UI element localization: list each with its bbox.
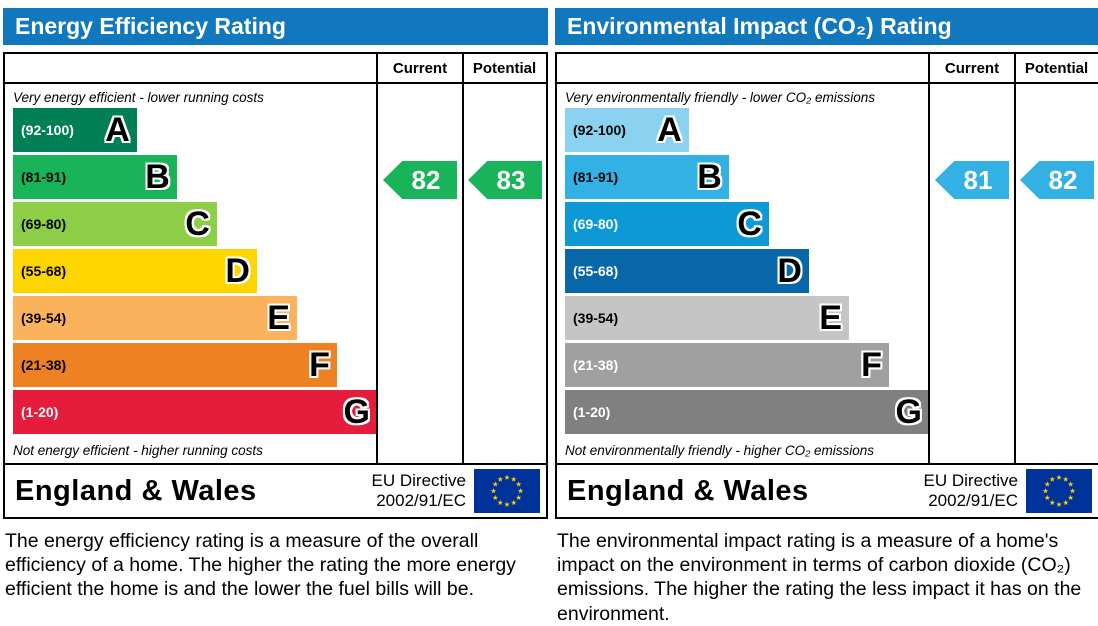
band-letter: D xyxy=(225,252,250,290)
column-divider xyxy=(376,54,378,463)
column-divider xyxy=(928,54,930,463)
header-spacer xyxy=(5,54,377,82)
band-letter: C xyxy=(185,205,210,243)
band-letter: G xyxy=(343,393,370,431)
band-range: (81-91) xyxy=(573,169,619,185)
band-list: (92-100) A (81-91) B (69-80) C xyxy=(5,108,377,437)
band-bar-a: (92-100) A xyxy=(565,108,689,152)
column-header-row: Current Potential xyxy=(557,54,1098,84)
region-label: England & Wales xyxy=(567,474,809,507)
band-range: (1-20) xyxy=(21,404,59,420)
potential-rating-arrow: 82 xyxy=(1020,161,1094,199)
band-range: (81-91) xyxy=(21,169,67,185)
potential-rating-arrow: 83 xyxy=(468,161,542,199)
band-range: (39-54) xyxy=(573,310,619,326)
band-range: (1-20) xyxy=(573,404,611,420)
band-range: (21-38) xyxy=(21,357,67,373)
environmental-description: The environmental impact rating is a mea… xyxy=(557,530,1082,625)
band-bar-g: (1-20) G xyxy=(565,390,929,434)
band-bar-b: (81-91) B xyxy=(13,155,177,199)
panel-energy-efficiency: Energy Efficiency Rating Current Potenti… xyxy=(3,8,548,626)
band-letter: A xyxy=(657,111,682,149)
chart-footer: England & Wales EU Directive 2002/91/EC xyxy=(555,465,1098,519)
band-row-b: (81-91) B xyxy=(565,155,929,202)
current-rating-value: 82 xyxy=(411,164,441,195)
band-range: (69-80) xyxy=(573,216,619,232)
column-header-current: Current xyxy=(392,59,448,77)
band-row-a: (92-100) A xyxy=(13,108,377,155)
band-row-g: (1-20) G xyxy=(13,390,377,437)
band-row-e: (39-54) E xyxy=(565,296,929,343)
band-row-d: (55-68) D xyxy=(13,249,377,296)
column-header-potential: Potential xyxy=(472,59,537,77)
band-range: (92-100) xyxy=(21,122,74,138)
top-caption: Very energy efficient - lower running co… xyxy=(13,90,264,105)
current-rating-value: 81 xyxy=(963,164,993,195)
band-bar-g: (1-20) G xyxy=(13,390,377,434)
band-row-d: (55-68) D xyxy=(565,249,929,296)
band-letter: C xyxy=(737,205,762,243)
band-row-f: (21-38) F xyxy=(565,343,929,390)
band-letter: D xyxy=(777,252,802,290)
band-row-c: (69-80) C xyxy=(565,202,929,249)
band-bar-c: (69-80) C xyxy=(13,202,217,246)
current-rating-arrow: 81 xyxy=(935,161,1009,199)
band-list: (92-100) A (81-91) B (69-80) C xyxy=(557,108,929,437)
top-caption: Very environmentally friendly - lower CO… xyxy=(565,90,875,105)
eu-flag-icon xyxy=(474,469,540,513)
environmental-chart-area: Current Potential Very environmentally f… xyxy=(555,52,1098,465)
band-row-f: (21-38) F xyxy=(13,343,377,390)
band-bar-b: (81-91) B xyxy=(565,155,729,199)
band-letter: G xyxy=(895,393,922,431)
eu-flag-icon xyxy=(1026,469,1092,513)
band-range: (92-100) xyxy=(573,122,626,138)
band-range: (21-38) xyxy=(573,357,619,373)
band-range: (55-68) xyxy=(21,263,67,279)
bottom-caption: Not environmentally friendly - higher CO… xyxy=(565,443,875,458)
band-letter: F xyxy=(309,346,330,384)
eu-directive-label: EU Directive 2002/91/EC xyxy=(923,471,1018,510)
band-letter: A xyxy=(105,111,130,149)
column-divider xyxy=(1014,54,1016,463)
panel-environmental-impact: Environmental Impact (CO₂) Rating Curren… xyxy=(555,8,1098,626)
band-bar-a: (92-100) A xyxy=(13,108,137,152)
potential-rating-value: 83 xyxy=(496,164,526,195)
band-row-b: (81-91) B xyxy=(13,155,377,202)
band-bar-f: (21-38) F xyxy=(13,343,337,387)
band-letter: F xyxy=(861,346,882,384)
bottom-caption: Not energy efficient - higher running co… xyxy=(13,443,263,458)
potential-rating-value: 82 xyxy=(1048,164,1078,195)
band-row-e: (39-54) E xyxy=(13,296,377,343)
eu-directive-label: EU Directive 2002/91/EC xyxy=(371,471,466,510)
band-range: (69-80) xyxy=(21,216,67,232)
band-letter: B xyxy=(697,158,722,196)
header-spacer xyxy=(557,54,929,82)
energy-chart-area: Current Potential Very energy efficient … xyxy=(3,52,548,465)
band-bar-f: (21-38) F xyxy=(565,343,889,387)
current-rating-arrow: 82 xyxy=(383,161,457,199)
chart-footer: England & Wales EU Directive 2002/91/EC xyxy=(3,465,548,519)
band-bar-e: (39-54) E xyxy=(13,296,297,340)
band-bar-d: (55-68) D xyxy=(13,249,257,293)
band-letter: E xyxy=(819,299,842,337)
energy-chart-title: Energy Efficiency Rating xyxy=(3,8,548,45)
band-bar-e: (39-54) E xyxy=(565,296,849,340)
band-bar-d: (55-68) D xyxy=(565,249,809,293)
band-range: (39-54) xyxy=(21,310,67,326)
region-label: England & Wales xyxy=(15,474,257,507)
column-header-current: Current xyxy=(944,59,1000,77)
column-divider xyxy=(462,54,464,463)
band-row-c: (69-80) C xyxy=(13,202,377,249)
band-letter: E xyxy=(267,299,290,337)
band-row-a: (92-100) A xyxy=(565,108,929,155)
column-header-row: Current Potential xyxy=(5,54,546,84)
band-letter: B xyxy=(145,158,170,196)
column-header-potential: Potential xyxy=(1024,59,1089,77)
band-range: (55-68) xyxy=(573,263,619,279)
band-bar-c: (69-80) C xyxy=(565,202,769,246)
band-row-g: (1-20) G xyxy=(565,390,929,437)
energy-description: The energy efficiency rating is a measur… xyxy=(5,530,516,601)
environmental-chart-title: Environmental Impact (CO₂) Rating xyxy=(555,8,1098,45)
